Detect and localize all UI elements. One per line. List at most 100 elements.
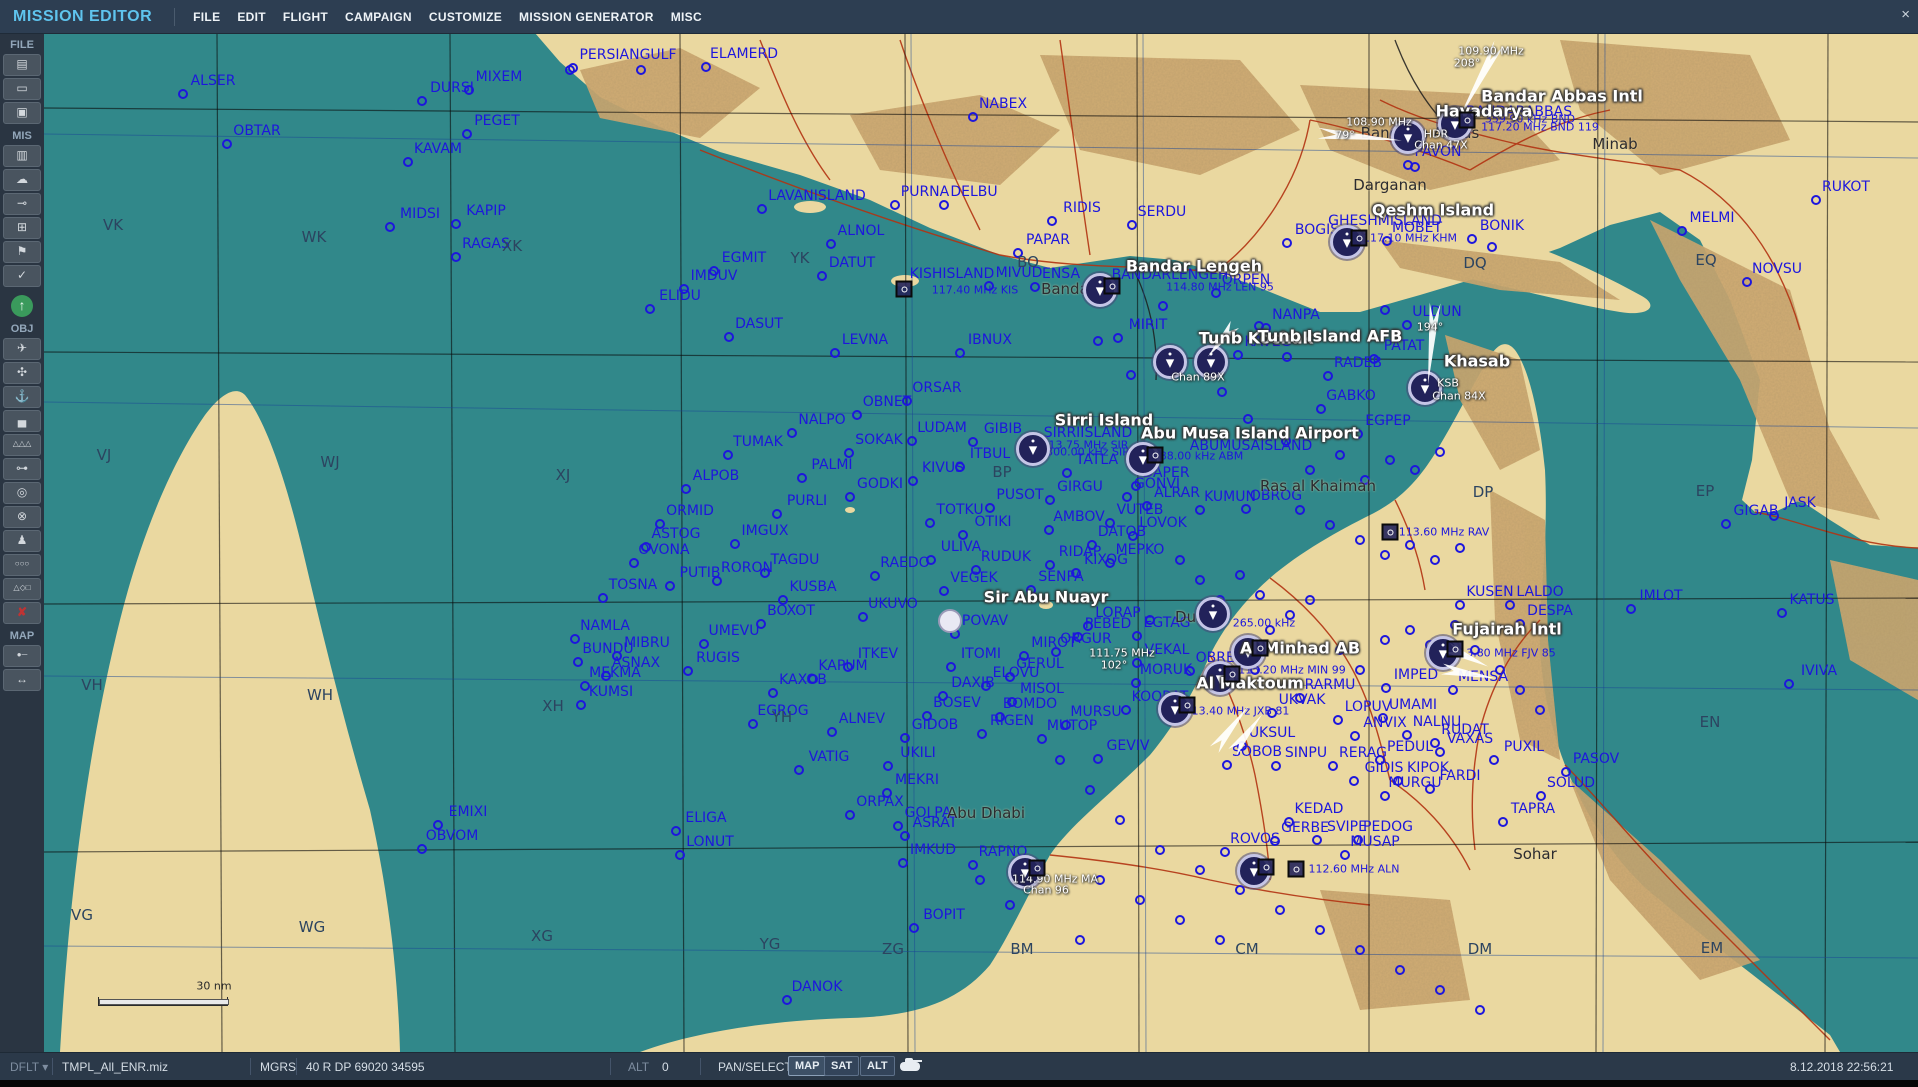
waypoint-label[interactable]: PAPAR	[1026, 232, 1070, 248]
waypoint-label[interactable]: ASTOG	[651, 526, 701, 542]
waypoint-label[interactable]: IMLOT	[1639, 588, 1683, 604]
waypoint-label[interactable]: SERDU	[1137, 204, 1187, 220]
menu-item-campaign[interactable]: CAMPAIGN	[345, 9, 412, 24]
waypoint-label[interactable]: LAVANISLAND	[768, 188, 866, 204]
tacan-icon[interactable]	[1287, 860, 1305, 878]
waypoint-label[interactable]: GIDOB	[911, 717, 959, 733]
waypoint-label[interactable]: DATOB	[1097, 524, 1147, 540]
waypoint-label[interactable]: EGROG	[757, 703, 809, 719]
waypoint-label[interactable]: LOPUV	[1344, 699, 1392, 715]
waypoint-label[interactable]: SOKAK	[855, 432, 903, 448]
delete-button[interactable]: ✘	[3, 602, 41, 624]
airport-label[interactable]: Tunb Island AFB	[1257, 326, 1403, 346]
waypoint-label[interactable]: GABKO	[1326, 388, 1376, 404]
waypoint-label[interactable]: MIRIT	[1128, 317, 1168, 333]
waypoint-label[interactable]: PEDOG	[1363, 819, 1413, 835]
waypoint-label[interactable]: MUSAP	[1350, 834, 1400, 850]
waypoint-label[interactable]: PATAT	[1383, 338, 1425, 354]
airport-label[interactable]: Khasab	[1443, 351, 1511, 371]
airport-label[interactable]: Sir Abu Nuayr	[983, 587, 1109, 607]
coord-system-label[interactable]: MGRS	[260, 1060, 296, 1074]
waypoint-label[interactable]: RERAG	[1339, 745, 1387, 761]
waypoint-label[interactable]: RUDAT	[1441, 722, 1489, 738]
waypoint-label[interactable]: PEDUL	[1386, 739, 1434, 755]
add-group-template-button[interactable]: ○○○	[3, 554, 41, 576]
waypoint-label[interactable]: GEVIV	[1106, 738, 1150, 754]
waypoint-label[interactable]: VUTEB	[1116, 502, 1164, 518]
waypoint-label[interactable]: ELOVU	[992, 665, 1040, 681]
launch-mission-button[interactable]: ↑	[11, 295, 33, 317]
waypoint-label[interactable]: DAXIB	[951, 675, 995, 691]
waypoint-label[interactable]: KAVEG	[1244, 334, 1292, 350]
map-key-button[interactable]: ●─	[3, 645, 41, 667]
airport-label[interactable]: Havadarya	[1435, 101, 1533, 121]
waypoint-label[interactable]: VAXAS	[1446, 731, 1494, 747]
tacan-icon[interactable]	[1381, 523, 1399, 541]
waypoint-label[interactable]: UMAMI	[1388, 697, 1438, 713]
airport-label[interactable]: Al Minhad AB	[1239, 638, 1361, 658]
waypoint-label[interactable]: MEPKO	[1115, 542, 1165, 558]
waypoint-label[interactable]: KAXOB	[779, 672, 827, 688]
waypoint-label[interactable]: RUDUK	[980, 549, 1032, 565]
waypoint-label[interactable]: LONUT	[686, 834, 734, 850]
waypoint-label[interactable]: MURGU	[1388, 775, 1442, 791]
waypoint-label[interactable]: JASK	[1784, 495, 1816, 511]
waypoint-label[interactable]: AMBOV	[1053, 509, 1105, 525]
waypoint-label[interactable]: NALNU	[1412, 714, 1462, 730]
waypoint-label[interactable]: ELIGA	[685, 810, 727, 826]
waypoint-label[interactable]: IMKUD	[909, 842, 957, 858]
waypoint-label[interactable]: BOGIS	[1294, 222, 1340, 238]
waypoint-label[interactable]: IMDUV	[690, 268, 738, 284]
waypoint-label[interactable]: LALDO	[1516, 584, 1564, 600]
waypoint-label[interactable]: GIDIS	[1364, 760, 1404, 776]
waypoint-label[interactable]: MISOL	[1020, 681, 1064, 697]
exclude-zone-button[interactable]: ⊗	[3, 506, 41, 528]
waypoint-label[interactable]: MEKMA	[589, 665, 641, 681]
waypoint-label[interactable]: TUMAK	[733, 434, 783, 450]
waypoint-label[interactable]: UMEVU	[708, 623, 760, 639]
waypoint-label[interactable]: BOMDO	[1002, 696, 1058, 712]
waypoint-label[interactable]: SOLUD	[1546, 775, 1596, 791]
waypoint-label[interactable]: LEVNA	[841, 332, 889, 348]
waypoint-label[interactable]: DELBU	[950, 184, 998, 200]
triggers-button[interactable]: ⊸	[3, 193, 41, 215]
waypoint-label[interactable]: RUKOT	[1822, 179, 1870, 195]
waypoint-label[interactable]: KAVAM	[414, 141, 462, 157]
waypoint-label[interactable]: RAEDO	[880, 555, 930, 571]
vor-icon[interactable]	[938, 609, 962, 633]
waypoint-label[interactable]: GODKI	[857, 476, 903, 492]
waypoint-label[interactable]: DESPA	[1527, 603, 1573, 619]
open-mission-button[interactable]: ▭	[3, 78, 41, 100]
waypoint-label[interactable]: ITOMI	[961, 646, 1001, 662]
mission-goals-button[interactable]: ⚑	[3, 241, 41, 263]
waypoint-label[interactable]: KAPIP	[466, 203, 506, 219]
waypoint-label[interactable]: IMGUX	[741, 523, 789, 539]
waypoint-label[interactable]: ORGUR	[1060, 631, 1112, 647]
waypoint-label[interactable]: ITBUL	[969, 446, 1011, 462]
waypoint-label[interactable]: BOXOT	[767, 603, 815, 619]
waypoint-label[interactable]: PEGET	[474, 113, 520, 129]
waypoint-label[interactable]: KAPUM	[818, 658, 868, 674]
waypoint-label[interactable]: OBTAR	[233, 123, 281, 139]
waypoint-label[interactable]: FARDI	[1439, 768, 1481, 784]
waypoint-label[interactable]: ITKEV	[857, 646, 899, 662]
waypoint-label[interactable]: SOBOB	[1232, 744, 1282, 760]
waypoint-label[interactable]: DURSI	[430, 80, 474, 96]
waypoint-label[interactable]: ASRAT	[912, 815, 958, 831]
waypoint-label[interactable]: TATLA	[1075, 452, 1119, 468]
ground-unit-filter-icon[interactable]	[900, 1058, 922, 1071]
waypoint-label[interactable]: ROVOS	[1230, 831, 1280, 847]
waypoint-label[interactable]: ULIVA	[940, 539, 982, 555]
waypoint-label[interactable]: SINPU	[1284, 745, 1328, 761]
waypoint-label[interactable]: RUGIS	[696, 650, 740, 666]
menu-item-flight[interactable]: FLIGHT	[282, 9, 329, 24]
menu-item-customize[interactable]: CUSTOMIZE	[428, 9, 503, 24]
waypoint-label[interactable]: KUMUN	[1204, 489, 1256, 505]
waypoint-label[interactable]: LUDAM	[917, 420, 967, 436]
add-trigger-zone-button[interactable]: ◎	[3, 482, 41, 504]
mission-options-button[interactable]: ⊞	[3, 217, 41, 239]
waypoint-label[interactable]: GOLPA	[904, 805, 952, 821]
waypoint-label[interactable]: GONVI	[1133, 476, 1181, 492]
waypoint-label[interactable]: NANPA	[1272, 307, 1320, 323]
waypoint-label[interactable]: MELMI	[1689, 210, 1735, 226]
